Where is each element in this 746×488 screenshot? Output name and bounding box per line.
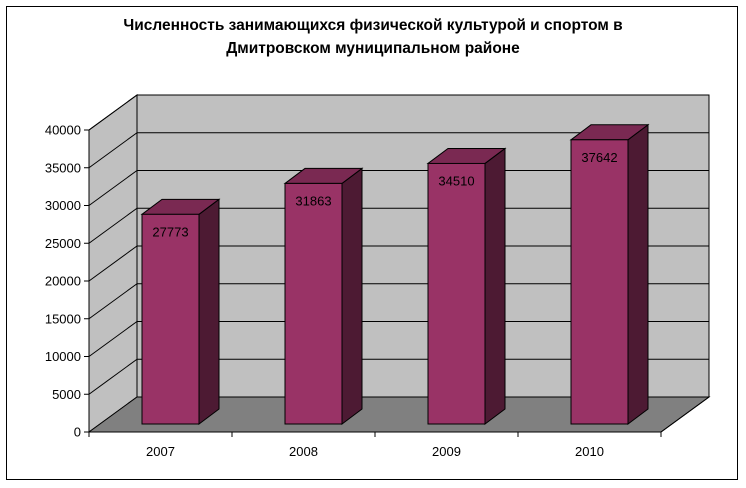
gridline-side xyxy=(88,132,138,169)
data-label: 34510 xyxy=(438,173,474,188)
data-label: 37642 xyxy=(581,150,617,165)
bar-side xyxy=(627,123,649,425)
bar-front xyxy=(570,139,629,425)
y-axis-ticks: 0 5000 10000 15000 20000 25000 30000 35000 40000 xyxy=(45,123,89,440)
bars: 27773 31863 34510 37642 xyxy=(140,123,650,425)
gridline-side xyxy=(88,358,138,395)
bar-side xyxy=(341,167,363,425)
data-label: 31863 xyxy=(295,193,331,208)
bar-2009: 34510 xyxy=(426,147,507,425)
bar-front xyxy=(284,182,343,425)
x-tick-label: 2009 xyxy=(432,444,461,459)
bar-side xyxy=(198,198,220,425)
x-tick-label: 2008 xyxy=(289,444,318,459)
y-tick-label: 35000 xyxy=(45,160,81,175)
bar-2010: 37642 xyxy=(569,123,650,425)
y-tick-label: 30000 xyxy=(45,198,81,213)
gridline-side xyxy=(88,321,138,357)
chart-title-line-2: Дмитровском муниципальном районе xyxy=(226,40,520,57)
bar-side xyxy=(484,147,506,425)
chart-title-line-1: Численность занимающихся физической куль… xyxy=(123,17,623,34)
y-tick-label: 40000 xyxy=(45,123,81,138)
gridline-side xyxy=(88,245,138,282)
y-tick-label: 10000 xyxy=(45,349,81,364)
gridline-side xyxy=(88,207,138,244)
gridline-side xyxy=(88,170,138,206)
bar-front xyxy=(427,162,486,425)
y-tick-label: 15000 xyxy=(45,311,81,326)
bar-2008: 31863 xyxy=(283,167,364,425)
x-axis-ticks: 2007 2008 2009 2010 xyxy=(88,432,662,459)
y-tick-label: 0 xyxy=(74,425,81,440)
x-tick-label: 2010 xyxy=(575,444,604,459)
gridline-side xyxy=(88,283,138,320)
gridline-side xyxy=(88,94,138,131)
chart-title: Численность занимающихся физической куль… xyxy=(0,14,746,60)
bar-2007: 27773 xyxy=(140,198,221,425)
y-tick-label: 25000 xyxy=(45,236,81,251)
floor-right-edge xyxy=(660,396,710,433)
data-label: 27773 xyxy=(152,224,188,239)
y-tick-label: 5000 xyxy=(52,387,81,402)
bar-front xyxy=(141,213,200,425)
x-tick-label: 2007 xyxy=(146,444,175,459)
y-tick-label: 20000 xyxy=(45,274,81,289)
